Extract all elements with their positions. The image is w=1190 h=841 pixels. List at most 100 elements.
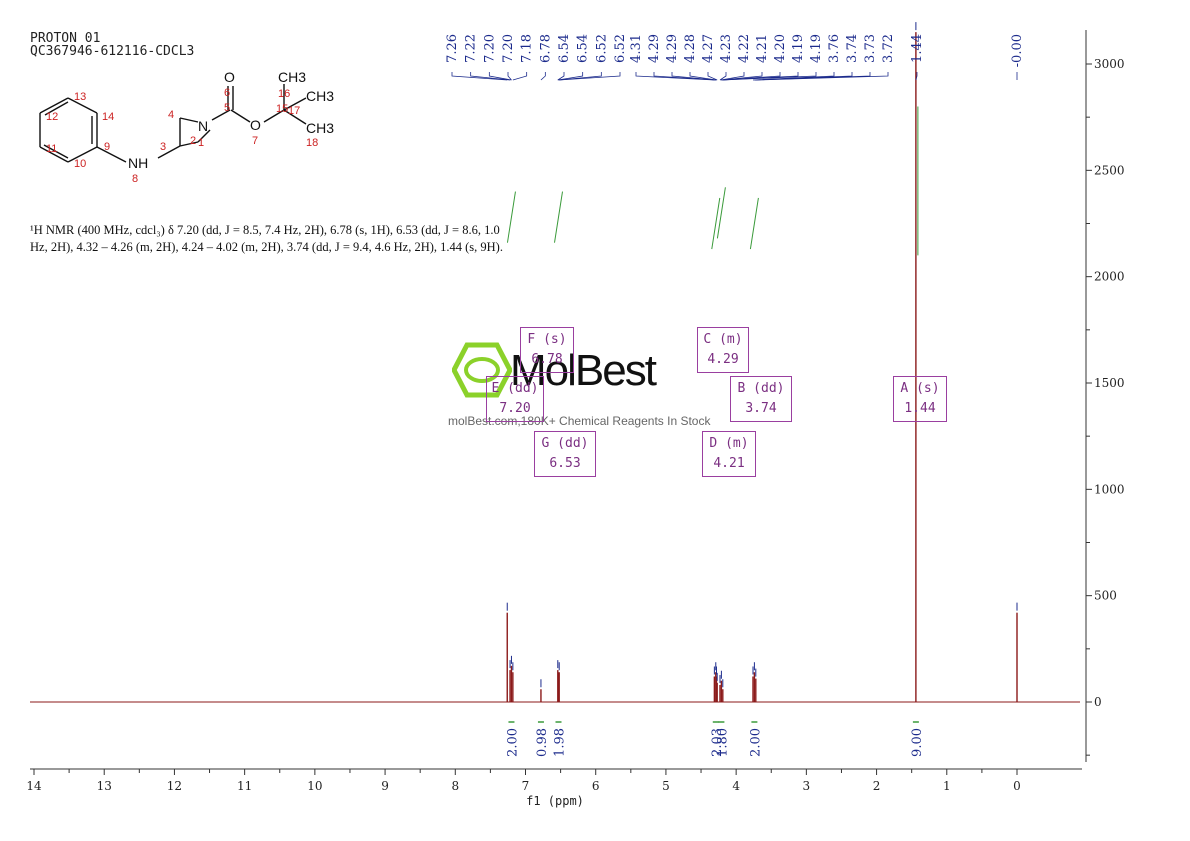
peak-label-leader <box>512 72 528 81</box>
peak-label-leader <box>557 72 565 81</box>
description-line-1: ¹H NMR (400 MHz, cdcl₃) δ 7.20 (dd, J = … <box>30 223 500 237</box>
peak-label: 4.21 <box>755 34 770 63</box>
sample-id: QC367946-612116-CDCL3 <box>30 44 195 59</box>
multiplet-box-e: E (dd) 7.20 <box>486 376 544 422</box>
atom-num-13: 13 <box>74 91 86 103</box>
atom-ch3-bot: CH3 <box>306 120 334 136</box>
peak-label-leader <box>689 72 717 81</box>
integral-label: 2.03 <box>710 728 725 757</box>
integral-curve <box>711 197 721 250</box>
peak-label: 4.31 <box>629 34 644 63</box>
peak-label: 7.26 <box>445 34 460 63</box>
peak-label-leader <box>451 72 508 81</box>
multiplet-box-f: F (s) 6.78 <box>520 327 574 373</box>
atom-num-4: 4 <box>168 109 174 121</box>
peak-label: 3.73 <box>863 34 878 63</box>
peak-label: 4.27 <box>701 34 716 63</box>
peak-label: 4.22 <box>737 34 752 63</box>
peak-label-leader <box>671 72 716 81</box>
peak-label: -0.00 <box>1010 34 1025 67</box>
x-tick-label: 10 <box>307 779 322 793</box>
integral-curve <box>554 191 563 243</box>
peak-label-leader <box>721 72 763 81</box>
experiment-name: PROTON 01 <box>30 31 101 46</box>
x-tick-label: 9 <box>381 779 389 793</box>
multiplet-box-a: A (s) 1.44 <box>893 376 947 422</box>
peak-label: 6.54 <box>576 34 591 63</box>
atom-num-5: 5 <box>224 102 230 114</box>
peak-label: 4.29 <box>647 34 662 63</box>
multiplet-box-d: D (m) 4.21 <box>702 431 756 477</box>
experiment-title: PROTON 01 QC367946-612116-CDCL3 <box>30 32 194 58</box>
integral-label: 2.00 <box>748 728 763 757</box>
peak-label-leader <box>488 72 512 81</box>
x-tick-label: 13 <box>97 779 112 793</box>
peak-label: 4.20 <box>773 34 788 63</box>
atom-num-17: 17 <box>288 105 300 117</box>
atom-num-9: 9 <box>104 141 110 153</box>
y-tick-label: 1500 <box>1094 376 1125 390</box>
x-tick-label: 11 <box>237 779 252 793</box>
watermark-logo-icon <box>452 342 512 398</box>
x-axis-label: f1 (ppm) <box>526 794 584 808</box>
description-line-2: Hz, 2H), 4.32 – 4.26 (m, 2H), 4.24 – 4.0… <box>30 240 503 254</box>
atom-num-14: 14 <box>102 111 114 123</box>
nmr-description: ¹H NMR (400 MHz, cdcl₃) δ 7.20 (dd, J = … <box>30 222 630 256</box>
peak-label: 7.22 <box>464 34 479 63</box>
x-tick-label: 3 <box>803 779 811 793</box>
peak-label-leader <box>755 72 889 81</box>
peak-label: 6.52 <box>613 34 628 63</box>
y-tick-label: 0 <box>1094 695 1102 709</box>
peak-label-leader <box>557 72 584 81</box>
watermark-tagline: molBest.com,180K+ Chemical Reagents In S… <box>448 414 711 428</box>
peak-label: 1.44 <box>910 34 925 63</box>
peak-label-leader <box>635 72 715 81</box>
y-tick-label: 2500 <box>1094 163 1125 177</box>
atom-num-10: 10 <box>74 158 86 170</box>
integral-label: 9.00 <box>910 728 925 757</box>
peak-label: 4.19 <box>809 34 824 63</box>
peak-label-leader <box>707 72 718 81</box>
watermark-name: MolBest <box>510 346 657 395</box>
peak-label: 4.29 <box>665 34 680 63</box>
peak-label-leader <box>540 72 546 81</box>
atom-num-18: 18 <box>306 137 318 149</box>
peak-label-leader <box>719 72 727 81</box>
x-tick-label: 5 <box>662 779 670 793</box>
multiplet-box-g: G (dd) 6.53 <box>534 431 596 477</box>
integral-curve <box>506 191 516 243</box>
x-tick-label: 4 <box>732 779 740 793</box>
integral-curve <box>749 197 759 250</box>
atom-o-ester: O <box>250 117 261 133</box>
peak-label: 6.78 <box>538 34 553 63</box>
x-tick-label: 8 <box>451 779 459 793</box>
atom-num-1: 1 <box>198 137 204 149</box>
integral-label: 1.98 <box>553 728 568 757</box>
atom-num-7: 7 <box>252 135 258 147</box>
atom-num-2: 2 <box>190 135 196 147</box>
peak-label: 4.23 <box>719 34 734 63</box>
peak-label-leader <box>915 72 918 81</box>
atom-num-16: 16 <box>278 88 290 100</box>
integral-label: 2.00 <box>505 728 520 757</box>
peak-label: 4.28 <box>683 34 698 63</box>
atom-n-ring: N <box>198 118 208 134</box>
multiplet-box-b: B (dd) 3.74 <box>730 376 792 422</box>
integral-curve <box>716 187 726 239</box>
x-tick-label: 7 <box>522 779 530 793</box>
atom-num-8: 8 <box>132 173 138 185</box>
atom-num-3: 3 <box>160 141 166 153</box>
atom-ch3-mid: CH3 <box>306 88 334 104</box>
x-tick-label: 14 <box>26 779 42 793</box>
chemical-structure: O O N NH CH3 CH3 CH3 1 2 3 4 5 6 7 8 9 1… <box>39 69 334 185</box>
y-tick-label: 2000 <box>1094 270 1125 284</box>
x-tick-label: 0 <box>1013 779 1021 793</box>
peak-label: 3.74 <box>845 34 860 63</box>
peak-label-leader <box>653 72 716 81</box>
peak-label-leader <box>507 72 512 81</box>
peak-label: 6.52 <box>594 34 609 63</box>
y-tick-label: 1000 <box>1094 482 1125 496</box>
y-tick-label: 3000 <box>1094 57 1125 71</box>
atom-num-6: 6 <box>224 87 230 99</box>
x-tick-label: 12 <box>167 779 182 793</box>
